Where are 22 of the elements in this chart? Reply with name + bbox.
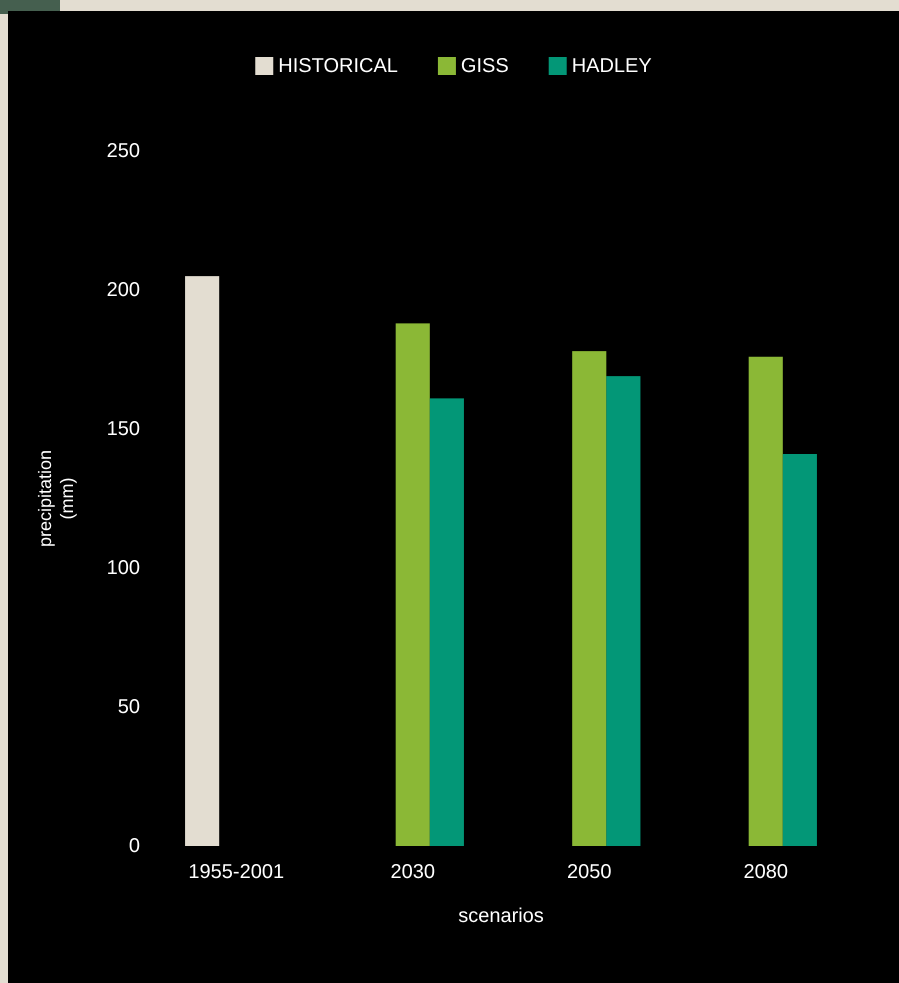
bar [185,276,220,846]
x-tick-label: 2030 [390,861,435,883]
y-axis-title: precipitation (mm) [35,450,77,548]
x-tick-label: 2050 [567,861,612,883]
bar [782,454,817,846]
y-tick-label: 0 [128,835,140,857]
y-tick-label: 250 [106,140,140,162]
bar [430,398,464,846]
y-tick-label: 100 [106,557,140,579]
y-tick-label: 200 [106,279,140,301]
bar [572,351,606,846]
y-tick-label: 150 [106,418,140,440]
x-tick-label: 1955-2001 [188,861,284,883]
bar [606,376,640,846]
legend-label: HISTORICAL [278,55,398,77]
bar [396,323,430,846]
y-tick-label: 50 [118,696,140,718]
legend-label: HADLEY [572,55,652,77]
x-axis-title: scenarios [458,905,544,927]
bar [748,356,783,846]
x-tick-label: 2080 [744,861,788,883]
legend-label: GISS [460,55,509,77]
